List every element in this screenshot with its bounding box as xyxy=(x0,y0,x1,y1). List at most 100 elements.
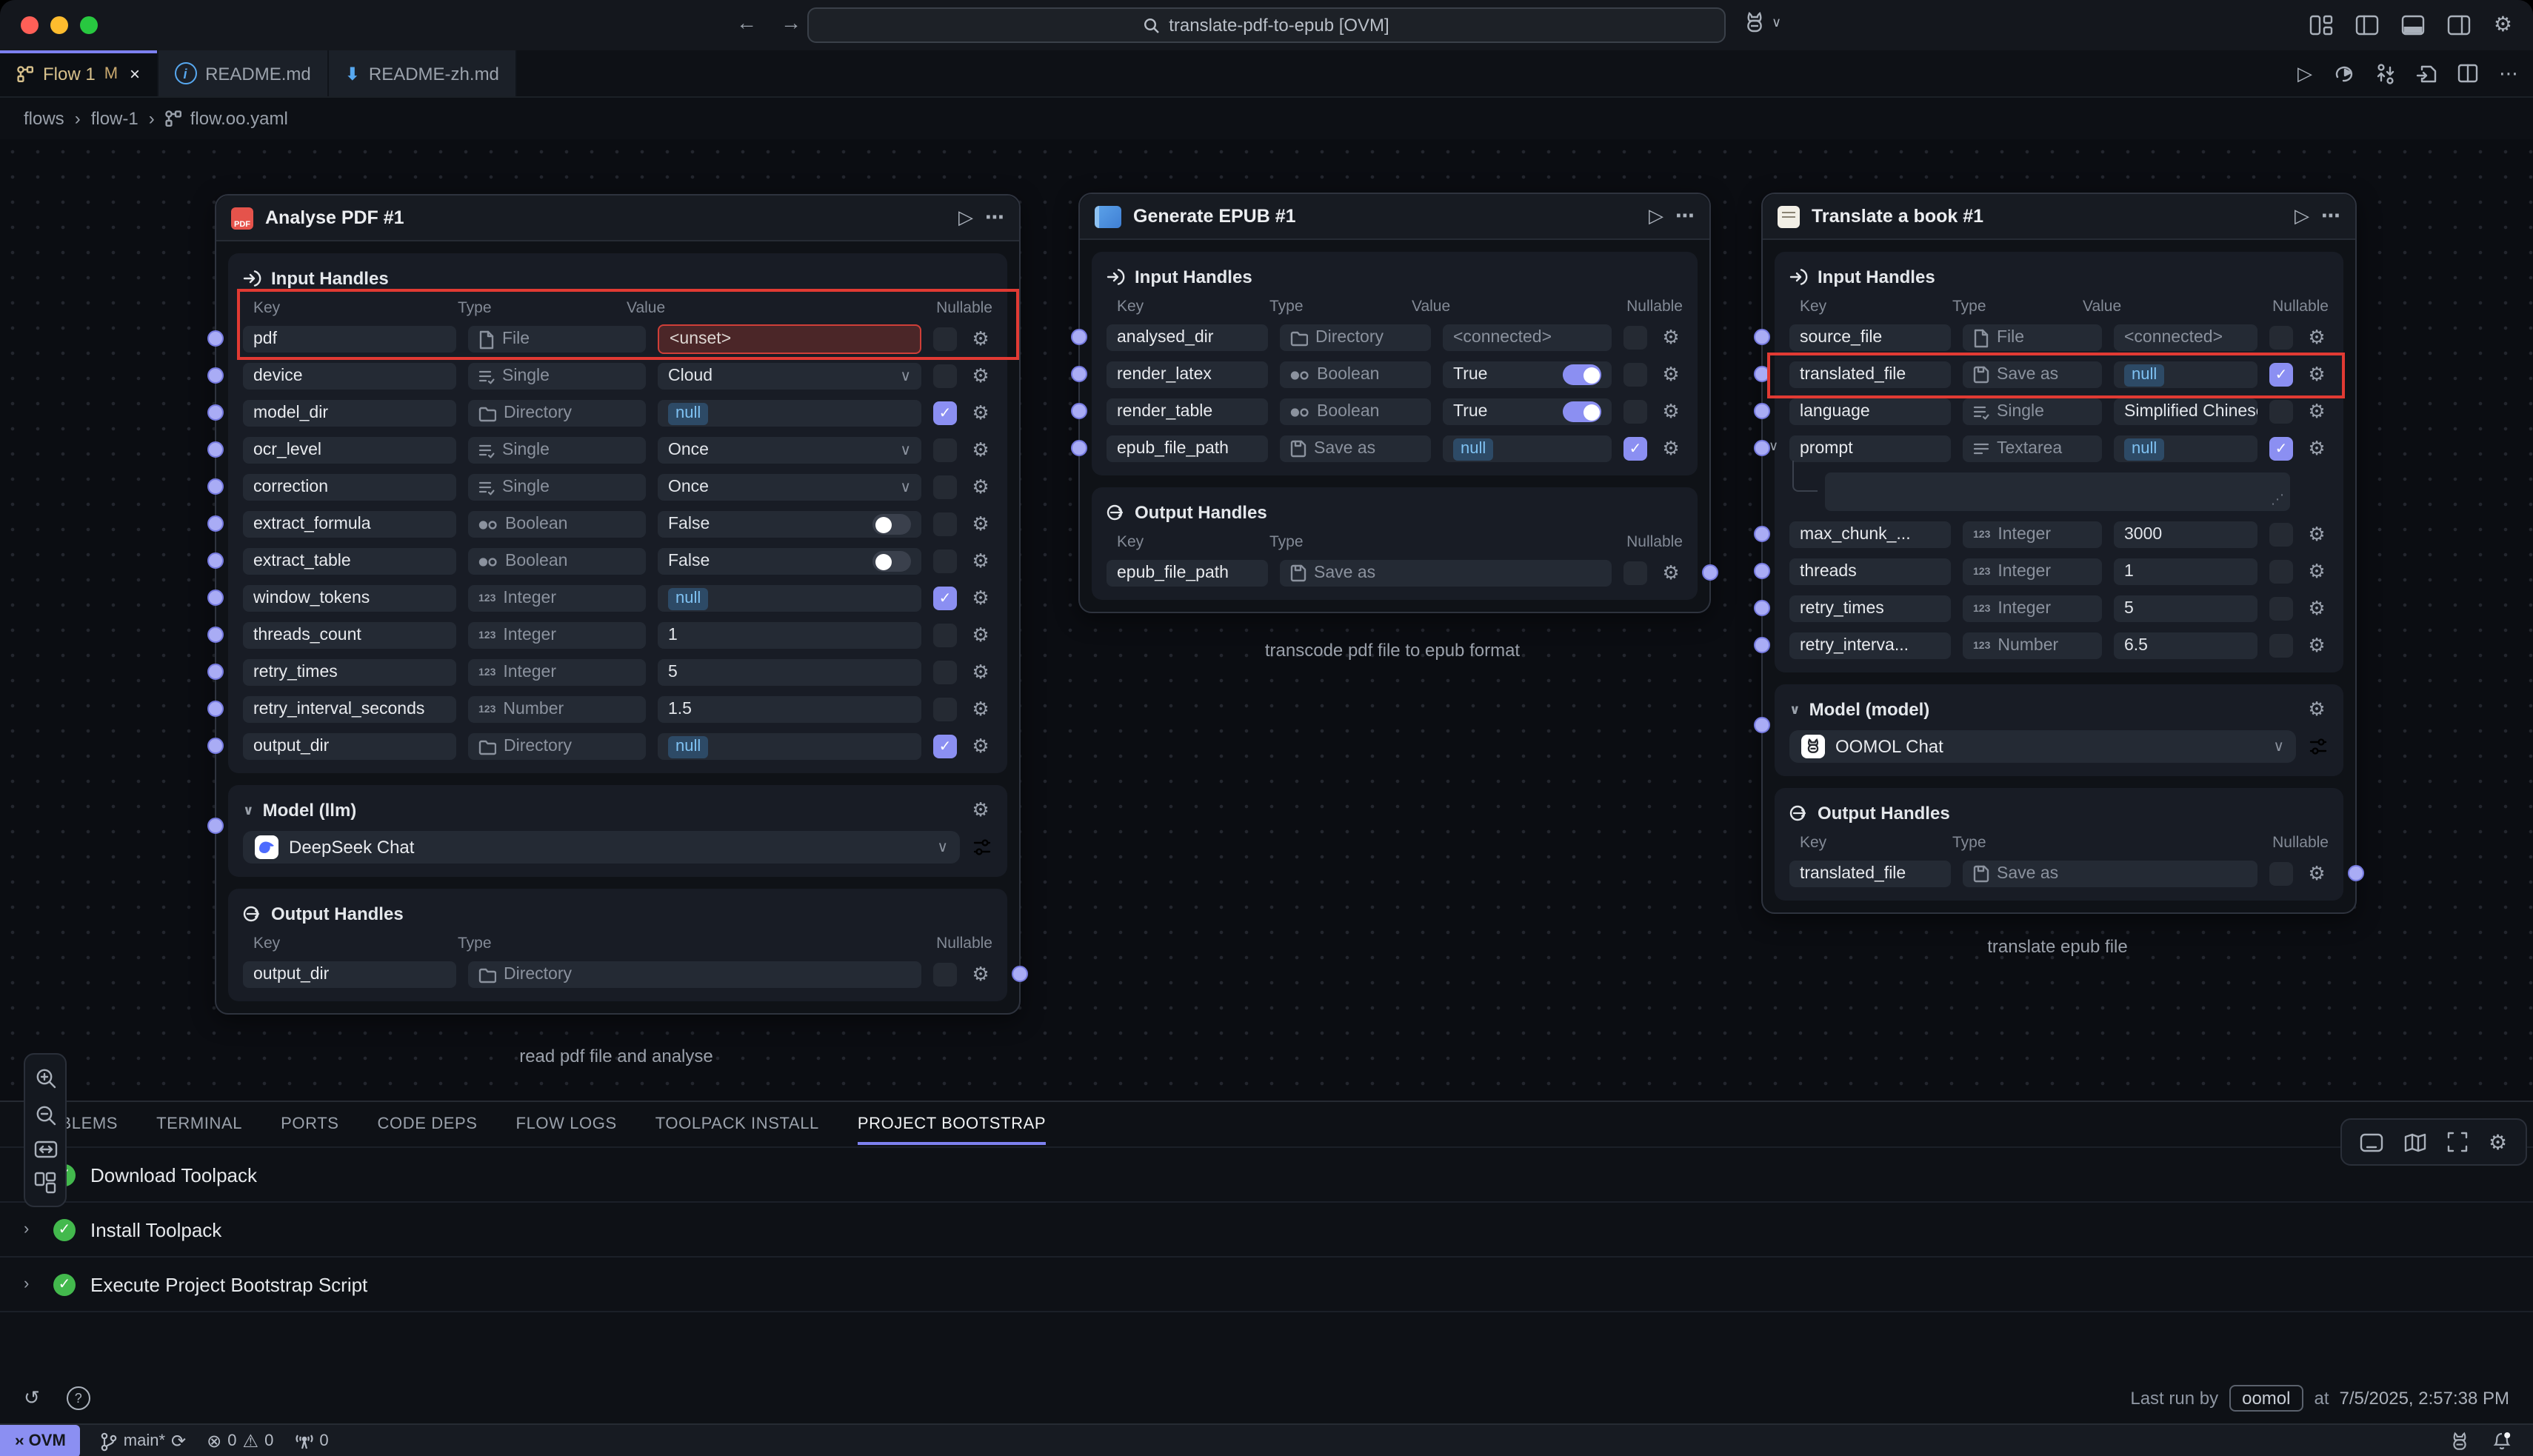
settings-gear-icon[interactable]: ⚙ xyxy=(2493,12,2512,36)
value-field[interactable]: <unset> xyxy=(658,324,921,354)
output-handle-dot[interactable] xyxy=(1702,564,1718,581)
key-field[interactable]: extract_table xyxy=(243,548,456,575)
input-handle-dot[interactable] xyxy=(1754,717,1770,733)
input-handle-dot[interactable] xyxy=(207,664,224,680)
input-handle-dot[interactable] xyxy=(207,478,224,495)
breadcrumb-item-flow.oo.yaml[interactable]: flow.oo.yaml xyxy=(165,108,288,129)
toggle-switch[interactable] xyxy=(1563,364,1601,385)
row-settings-gear-icon[interactable]: ⚙ xyxy=(972,512,989,535)
row-settings-gear-icon[interactable]: ⚙ xyxy=(2308,634,2326,656)
zoom-out-icon[interactable] xyxy=(33,1103,57,1127)
nullable-checkbox[interactable] xyxy=(933,327,957,351)
type-field[interactable]: Single xyxy=(468,474,646,501)
value-field[interactable]: 1 xyxy=(2114,558,2257,585)
input-handle-dot[interactable] xyxy=(1754,403,1770,419)
type-field[interactable]: 123 Integer xyxy=(468,622,646,649)
type-field[interactable]: 123 Number xyxy=(468,696,646,723)
row-settings-gear-icon[interactable]: ⚙ xyxy=(972,438,989,461)
last-run-user-badge[interactable]: oomol xyxy=(2229,1385,2304,1412)
step-download-toolpack[interactable]: ›✓Download Toolpack xyxy=(0,1146,2533,1201)
nullable-checkbox[interactable] xyxy=(1623,561,1647,585)
key-field[interactable]: pdf xyxy=(243,326,456,353)
key-field[interactable]: render_latex xyxy=(1107,361,1268,388)
rerun-bootstrap-icon[interactable]: ↺ xyxy=(24,1386,40,1409)
run-node-icon[interactable]: ▷ xyxy=(958,206,973,228)
nullable-checkbox[interactable] xyxy=(933,661,957,684)
remote-indicator[interactable]: ›‹ OVM xyxy=(0,1425,81,1456)
row-settings-gear-icon[interactable]: ⚙ xyxy=(972,698,989,720)
tab-readme-zh-md[interactable]: ⬇ README-zh.md xyxy=(328,50,517,96)
input-handle-dot[interactable] xyxy=(1754,637,1770,653)
key-field[interactable]: threads xyxy=(1789,558,1951,585)
git-branch[interactable]: main* ⟳ xyxy=(101,1431,186,1452)
back-icon[interactable]: ← xyxy=(736,10,757,34)
type-field[interactable]: 123 Number xyxy=(1963,632,2102,659)
value-field[interactable]: Once ∨ xyxy=(658,474,921,501)
key-field[interactable]: max_chunk_... xyxy=(1789,521,1951,548)
toggle-bottom-panel-icon[interactable] xyxy=(2402,14,2426,35)
sliders-icon[interactable] xyxy=(2308,736,2329,757)
minimap-icon[interactable] xyxy=(2404,1132,2426,1152)
step-execute-project-bootstrap-script[interactable]: › ✓ Execute Project Bootstrap Script xyxy=(0,1256,2533,1312)
nullable-checkbox[interactable] xyxy=(2269,326,2293,350)
key-field[interactable]: language xyxy=(1789,398,1951,425)
row-settings-gear-icon[interactable]: ⚙ xyxy=(972,624,989,646)
value-field[interactable]: Once ∨ xyxy=(658,437,921,464)
key-field[interactable]: retry_times xyxy=(243,659,456,686)
row-settings-gear-icon[interactable]: ⚙ xyxy=(972,550,989,572)
bell-notification-icon[interactable] xyxy=(2492,1431,2512,1452)
run-node-icon[interactable]: ▷ xyxy=(2295,204,2309,227)
row-settings-gear-icon[interactable]: ⚙ xyxy=(2308,400,2326,422)
breadcrumb-item-flows[interactable]: flows xyxy=(24,108,64,129)
row-settings-gear-icon[interactable]: ⚙ xyxy=(1662,561,1680,584)
value-field[interactable]: 1.5 xyxy=(658,696,921,723)
row-settings-gear-icon[interactable]: ⚙ xyxy=(2308,862,2326,884)
type-field[interactable]: Save as xyxy=(1280,560,1612,587)
breadcrumb-item-flow-1[interactable]: flow-1 xyxy=(91,108,139,129)
value-field[interactable]: 5 xyxy=(658,659,921,686)
row-settings-gear-icon[interactable]: ⚙ xyxy=(972,475,989,498)
input-handle-dot[interactable] xyxy=(1754,526,1770,542)
help-icon[interactable]: ? xyxy=(66,1386,90,1410)
ports-indicator[interactable]: 0 xyxy=(294,1432,329,1450)
row-settings-gear-icon[interactable]: ⚙ xyxy=(2308,597,2326,619)
type-field[interactable]: Single xyxy=(1963,398,2102,425)
key-field[interactable]: retry_interva... xyxy=(1789,632,1951,659)
collapse-chevron-icon[interactable]: ∨ xyxy=(1789,701,1801,716)
row-settings-gear-icon[interactable]: ⚙ xyxy=(972,401,989,424)
key-field[interactable]: epub_file_path xyxy=(1107,560,1268,587)
panel-tab-project-bootstrap[interactable]: PROJECT BOOTSTRAP xyxy=(857,1102,1047,1146)
type-field[interactable]: Textarea xyxy=(1963,435,2102,462)
nullable-checkbox[interactable] xyxy=(933,624,957,647)
key-field[interactable]: ocr_level xyxy=(243,437,456,464)
fullscreen-icon[interactable] xyxy=(2447,1132,2468,1152)
row-settings-gear-icon[interactable]: ⚙ xyxy=(972,327,989,350)
node-translate-book[interactable]: Translate a book #1 ▷ ⋯ Input Handles Key Typ… xyxy=(1754,193,2364,914)
run-icon[interactable]: ▷ xyxy=(2297,61,2312,84)
toggle-switch[interactable] xyxy=(1563,401,1601,422)
node-analyse-pdf[interactable]: PDF Analyse PDF #1 ▷ ⋯ Input Handles Key Type V… xyxy=(207,194,1028,1015)
output-handle-dot[interactable] xyxy=(2348,865,2364,881)
expander-chevron-icon[interactable]: ∨ xyxy=(1769,438,1779,453)
node-generate-epub[interactable]: Generate EPUB #1 ▷ ⋯ Input Handles Key Type Va… xyxy=(1071,193,1718,613)
nullable-checkbox[interactable] xyxy=(1623,363,1647,387)
type-field[interactable]: Boolean xyxy=(468,511,646,538)
nullable-checkbox[interactable]: ✓ xyxy=(933,401,957,425)
value-field[interactable]: null xyxy=(658,733,921,760)
key-field[interactable]: render_table xyxy=(1107,398,1268,425)
nullable-checkbox[interactable]: ✓ xyxy=(1623,437,1647,461)
rerun-icon[interactable] xyxy=(2333,64,2355,83)
input-handle-dot[interactable] xyxy=(207,738,224,754)
close-tab-icon[interactable]: × xyxy=(130,63,141,84)
settings-gear-icon[interactable]: ⚙ xyxy=(2489,1129,2508,1153)
nullable-checkbox[interactable] xyxy=(933,475,957,499)
nullable-checkbox[interactable]: ✓ xyxy=(2269,363,2293,387)
panel-tab-terminal[interactable]: TERMINAL xyxy=(156,1115,243,1133)
step-install-toolpack[interactable]: › ✓ Install Toolpack xyxy=(0,1201,2533,1256)
input-handle-dot[interactable] xyxy=(207,590,224,606)
row-settings-gear-icon[interactable]: ⚙ xyxy=(1662,363,1680,385)
close-window-button[interactable] xyxy=(21,16,39,34)
collapse-chevron-icon[interactable]: ∨ xyxy=(243,802,254,817)
input-handle-dot[interactable] xyxy=(207,818,224,834)
key-field[interactable]: analysed_dir xyxy=(1107,324,1268,351)
